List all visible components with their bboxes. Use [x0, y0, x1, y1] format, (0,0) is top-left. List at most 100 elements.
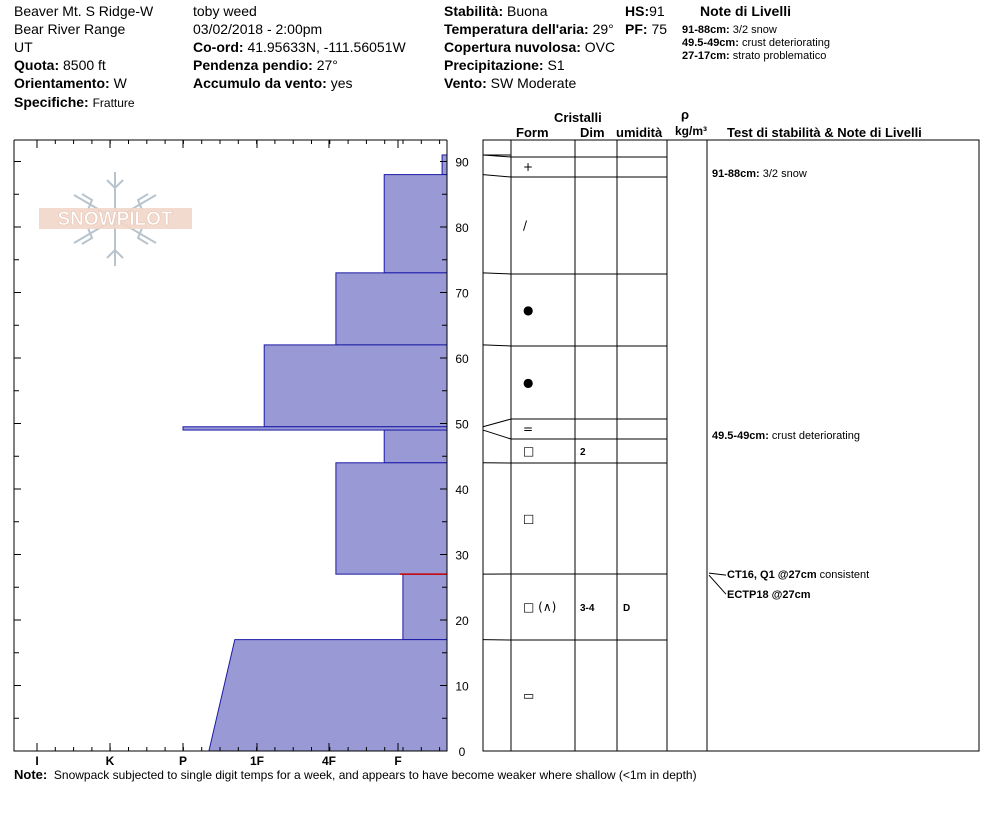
- tests-notes-header: Test di stabilità & Note di Livelli: [727, 125, 922, 140]
- crystal-form: ●: [523, 303, 533, 317]
- crystal-dim: 3-4: [580, 603, 595, 614]
- layer-connector: [482, 418, 512, 428]
- footer-note-text: Snowpack subjected to single digit temps…: [53, 768, 697, 782]
- crystal-form: +: [523, 160, 533, 174]
- hardness-bar: [335, 272, 448, 346]
- y-tick-label: 50: [455, 418, 469, 432]
- test-arrow: [708, 574, 727, 595]
- layer-connector: [482, 154, 512, 158]
- hardness-bar: [208, 639, 448, 752]
- layer-note-chart-text: crust deteriorating: [769, 430, 860, 442]
- specifics-value: Fratture: [92, 96, 135, 110]
- pf-value: 75: [651, 21, 668, 37]
- layer-note-range: 27-17cm:: [682, 50, 730, 62]
- pf-label: PF:: [625, 21, 648, 37]
- datetime: 03/02/2018 - 2:00pm: [193, 21, 323, 37]
- specifics-label: Specifiche:: [14, 94, 89, 110]
- x-tick-label: P: [179, 754, 187, 768]
- wind-loading-label: Accumulo da vento:: [193, 75, 327, 91]
- density-unit-header: kg/m³: [675, 124, 708, 138]
- aspect-label: Orientamento:: [14, 75, 110, 91]
- crystal-form: □: [523, 512, 534, 526]
- wind-label: Vento:: [444, 75, 487, 91]
- crystal-form: □ (∧): [523, 600, 556, 614]
- specifics-row: Specifiche: Fratture: [14, 94, 135, 110]
- layer-note-3: 27-17cm: strato problematico: [682, 50, 826, 62]
- stability-test: ECTP18 @27cm: [727, 589, 811, 601]
- wind-value: SW Moderate: [490, 75, 577, 91]
- coords-value: 41.95633N, -111.56051W: [247, 39, 406, 55]
- crystal-form: ▭: [523, 689, 534, 703]
- location: Beaver Mt. S Ridge-W: [14, 3, 154, 19]
- moisture-header: umidità: [616, 125, 663, 140]
- stability-value: Buona: [507, 3, 548, 19]
- wind-loading-row: Accumulo da vento: yes: [193, 75, 352, 91]
- crystal-form: ●: [523, 376, 533, 390]
- cloud-label: Copertura nuvolosa:: [444, 39, 581, 55]
- coords-row: Co-ord: 41.95633N, -111.56051W: [193, 39, 406, 55]
- precip-label: Precipitazione:: [444, 57, 544, 73]
- stability-test-label: ECTP18 @27cm: [727, 589, 811, 601]
- elevation-row: Quota: 8500 ft: [14, 57, 106, 73]
- chart-frame: [13, 140, 448, 752]
- slope-row: Pendenza pendio: 27°: [193, 57, 338, 73]
- layer-note-chart-range: 91-88cm:: [712, 168, 760, 180]
- layer-note-1: 91-88cm: 3/2 snow: [682, 24, 777, 36]
- elevation-value: 8500 ft: [63, 57, 106, 73]
- rho-header: ρ: [681, 107, 690, 122]
- air-temp-row: Temperatura dell'aria: 29°: [444, 21, 614, 37]
- layer-connector: [482, 174, 512, 178]
- hardness-bar: [441, 154, 448, 176]
- stability-test-note: consistent: [817, 569, 870, 581]
- layer-note-2: 49.5-49cm: crust deteriorating: [682, 37, 830, 49]
- logo-text: SNOWPILOT: [57, 209, 172, 230]
- pf-row: PF: 75: [625, 21, 667, 37]
- stability-test-label: CT16, Q1 @27cm: [727, 569, 817, 581]
- layer-note-chart: 91-88cm: 3/2 snow: [712, 168, 807, 180]
- layer-table: + / ● ● = □ 2 □ □ (∧) 3-4 D ▭ 91-88cm: 3/2 snow 49.5-…: [482, 139, 980, 752]
- hardness-bar: [383, 174, 448, 274]
- crystal-form: □: [523, 444, 534, 458]
- x-tick-label: F: [394, 754, 401, 768]
- layer-note-text: crust deteriorating: [741, 37, 830, 49]
- layer-note-range: 91-88cm:: [682, 24, 730, 36]
- hs-row: HS:91: [625, 3, 665, 19]
- layer-note-chart-range: 49.5-49cm:: [712, 430, 769, 442]
- y-tick-label: 0: [459, 745, 466, 759]
- crystal-form: =: [523, 422, 533, 436]
- form-header: Form: [516, 125, 549, 140]
- air-temp-value: 29°: [592, 21, 614, 37]
- y-tick-label: 90: [455, 156, 469, 170]
- footer-note-label: Note:: [14, 767, 48, 782]
- coords-label: Co-ord:: [193, 39, 244, 55]
- hardness-bar: [383, 429, 448, 464]
- table-frame: [482, 139, 980, 752]
- cloud-row: Copertura nuvolosa: OVC: [444, 39, 615, 55]
- stability-label: Stabilità:: [444, 3, 504, 19]
- y-tick-label: 10: [455, 680, 469, 694]
- stability-test: CT16, Q1 @27cm consistent: [727, 569, 869, 581]
- layer-note-chart: 49.5-49cm: crust deteriorating: [712, 430, 860, 442]
- crystal-form: /: [523, 219, 528, 233]
- y-tick-label: 40: [455, 483, 469, 497]
- y-tick-label: 80: [455, 221, 469, 235]
- snowpilot-logo: SNOWPILOT: [39, 172, 192, 266]
- air-temp-label: Temperatura dell'aria:: [444, 21, 589, 37]
- hs-value: 91: [649, 3, 665, 19]
- state: UT: [14, 39, 33, 55]
- elevation-label: Quota:: [14, 57, 60, 73]
- stability-row: Stabilità: Buona: [444, 3, 548, 19]
- x-tick-label: I: [35, 754, 38, 768]
- test-arrow: [708, 572, 727, 576]
- moisture-value: D: [623, 603, 630, 614]
- precip-value: S1: [547, 57, 565, 73]
- layer-connector: [482, 429, 512, 440]
- x-tick-label: 4F: [322, 754, 336, 768]
- aspect-row: Orientamento: W: [14, 75, 127, 91]
- slope-label: Pendenza pendio:: [193, 57, 313, 73]
- layer-connector: [482, 272, 512, 275]
- y-tick-label: 20: [455, 614, 469, 628]
- layer-note-text: strato problematico: [732, 50, 827, 62]
- x-tick-label: 1F: [250, 754, 264, 768]
